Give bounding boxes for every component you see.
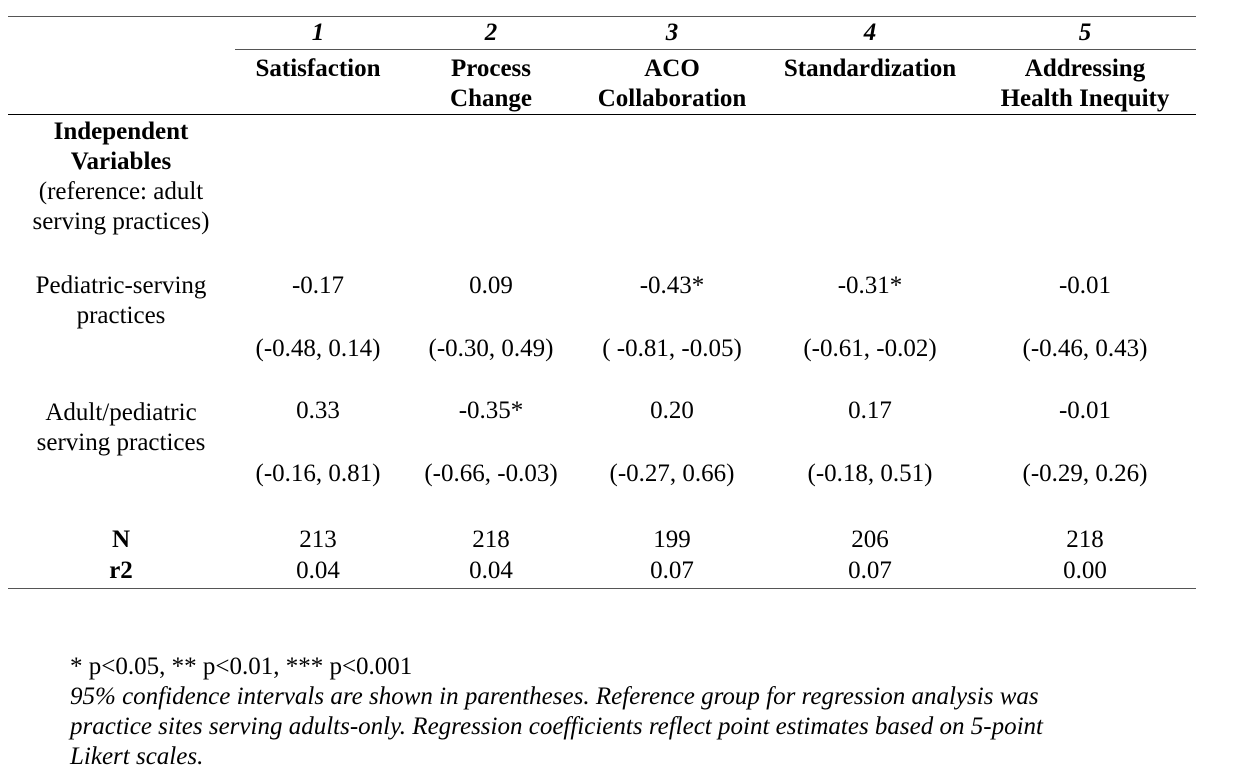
estimate-cell: -0.01 [1058, 397, 1112, 424]
row-label-adult-pediatric: Adult/pediatric serving practices [8, 398, 234, 458]
stat-cell: 0.04 [296, 557, 340, 584]
stat-cell: 206 [851, 526, 889, 553]
stat-cell: 199 [653, 526, 691, 553]
stat-cell: 213 [299, 526, 337, 553]
interval-cell: (-0.46, 0.43) [1022, 335, 1148, 362]
column-header-line: Health Inequity [1000, 85, 1170, 112]
column-header-line: Collaboration [597, 85, 747, 112]
column-number-5: 5 [1078, 19, 1092, 46]
stat-cell: 218 [472, 526, 510, 553]
estimate-cell: -0.43* [639, 272, 705, 299]
column-header-satisfaction: Satisfaction [238, 54, 398, 84]
table-notes: * p<0.05, ** p<0.01, *** p<0.001 95% con… [70, 652, 1150, 772]
interval-cell: (-0.30, 0.49) [428, 335, 554, 362]
estimate-cell: -0.31* [837, 272, 903, 299]
stat-cell: 0.07 [650, 557, 694, 584]
column-number-rule [235, 49, 1196, 50]
caption-line: 95% confidence intervals are shown in pa… [70, 683, 1039, 710]
estimate-cell: 0.33 [296, 397, 340, 424]
estimate-cell: 0.17 [848, 397, 892, 424]
estimate-cell: -0.35* [458, 397, 524, 424]
interval-cell: (-0.18, 0.51) [807, 460, 933, 487]
column-number-4: 4 [863, 19, 877, 46]
interval-cell: (-0.16, 0.81) [255, 460, 381, 487]
section-header-line: Variables [70, 148, 172, 175]
column-header-line: Addressing [1024, 55, 1146, 82]
row-label-line: serving practices [36, 429, 206, 456]
caption-line: practice sites serving adults-only. Regr… [70, 713, 1043, 740]
column-number-2: 2 [484, 19, 498, 46]
estimate-cell: 0.20 [650, 397, 694, 424]
stat-cell: 218 [1066, 526, 1104, 553]
column-header-line: Change [450, 85, 532, 112]
table-bottom-rule [8, 588, 1196, 589]
stat-cell: 0.07 [848, 557, 892, 584]
column-number-3: 3 [665, 19, 679, 46]
row-label-line: Pediatric-serving [35, 272, 207, 299]
column-header-line: ACO [644, 55, 700, 82]
independent-variables-header: Independent Variables (reference: adult … [8, 117, 234, 237]
interval-cell: (-0.66, -0.03) [424, 460, 558, 487]
column-header-line: Standardization [783, 55, 957, 82]
header-bottom-rule [8, 114, 1196, 115]
row-label-line: practices [76, 302, 166, 329]
column-header-process-change: Process Change [411, 54, 571, 114]
column-header-aco-collaboration: ACO Collaboration [587, 54, 757, 114]
column-header-standardization: Standardization [770, 54, 970, 84]
top-rule [8, 16, 1196, 17]
section-header-line: (reference: adult [38, 178, 204, 205]
interval-cell: (-0.48, 0.14) [255, 335, 381, 362]
estimate-cell: -0.17 [291, 272, 345, 299]
stat-label-r2: r2 [109, 557, 133, 584]
interval-cell: (-0.29, 0.26) [1022, 460, 1148, 487]
row-label-line: Adult/pediatric [45, 399, 197, 426]
stat-cell: 0.04 [469, 557, 513, 584]
column-header-health-inequity: Addressing Health Inequity [990, 54, 1180, 114]
section-header-line: serving practices) [32, 208, 210, 235]
section-header-line: Independent [53, 118, 189, 145]
stat-label-n: N [111, 526, 131, 553]
estimate-cell: 0.09 [469, 272, 513, 299]
interval-cell: (-0.27, 0.66) [609, 460, 735, 487]
caption-line: Likert scales. [70, 743, 204, 770]
stat-cell: 0.00 [1063, 557, 1107, 584]
significance-note: * p<0.05, ** p<0.01, *** p<0.001 [70, 653, 413, 680]
column-header-line: Process [450, 55, 532, 82]
column-number-1: 1 [311, 19, 325, 46]
column-header-line: Satisfaction [255, 55, 381, 82]
row-label-pediatric-serving: Pediatric-serving practices [8, 271, 234, 331]
interval-cell: ( -0.81, -0.05) [602, 335, 742, 362]
interval-cell: (-0.61, -0.02) [803, 335, 937, 362]
estimate-cell: -0.01 [1058, 272, 1112, 299]
